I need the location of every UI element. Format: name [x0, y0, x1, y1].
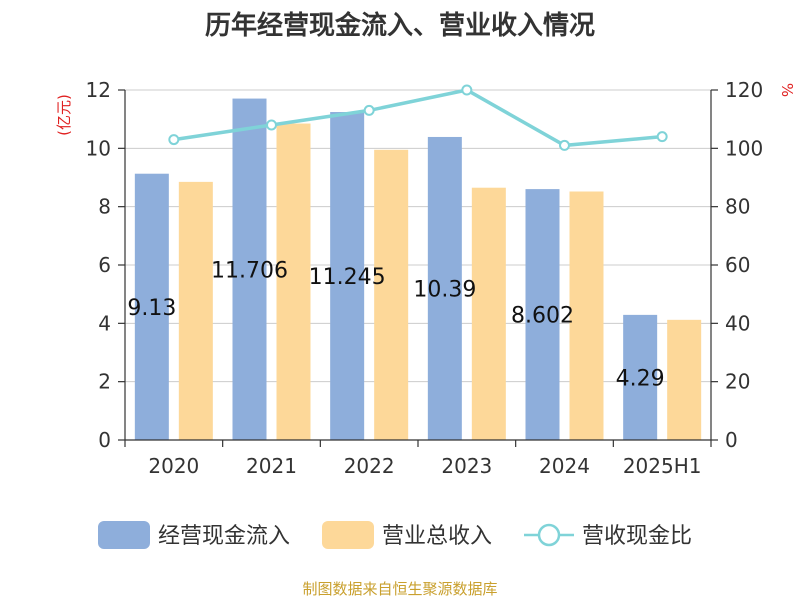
- ratio-line: [168, 84, 668, 151]
- ratio-point: [363, 104, 375, 116]
- bar-data-label: 8.602: [511, 304, 574, 329]
- y-right-tick-label: 20: [725, 370, 750, 394]
- bar-revenue: [667, 319, 702, 440]
- y-right-tick-label: 60: [725, 253, 750, 277]
- chart-title: 历年经营现金流入、营业收入情况: [205, 10, 595, 41]
- bar-cash-inflow: [330, 112, 365, 440]
- y-right-tick-label: 100: [725, 136, 763, 160]
- ratio-point: [559, 139, 570, 151]
- y-left-unit: (亿元): [55, 94, 73, 136]
- x-tick-label: 2024: [539, 454, 590, 478]
- data-labels: 9.13 11.706 11.245 10.39 8.602 4.29: [127, 258, 664, 391]
- ratio-point: [168, 134, 180, 146]
- bar-data-label: 11.245: [309, 265, 386, 290]
- ratio-point: [461, 84, 473, 96]
- legend-label: 营业总收入: [382, 524, 492, 549]
- bar-revenue: [276, 123, 311, 441]
- y-left-tick-label: 12: [86, 78, 111, 102]
- x-tick-label: 2023: [441, 454, 492, 478]
- bar-data-label: 4.29: [616, 366, 665, 391]
- ratio-point: [656, 131, 668, 143]
- legend-swatch: [322, 521, 374, 549]
- y-left-tick-label: 2: [98, 370, 111, 394]
- legend-swatch: [98, 521, 150, 549]
- gridlines: [125, 89, 711, 383]
- bar-cash-inflow: [134, 173, 169, 441]
- bar-data-label: 11.706: [211, 258, 288, 283]
- y-right-tick-label: 120: [725, 78, 763, 102]
- y-left-tick-label: 10: [86, 136, 111, 160]
- legend: 经营现金流入 营业总收入 营收现金比: [98, 521, 692, 549]
- bar-data-label: 10.39: [413, 277, 476, 302]
- ratio-point: [266, 119, 277, 131]
- bar-cash-inflow: [427, 136, 462, 441]
- bar-cash-inflow: [623, 314, 658, 440]
- y-right-tick-label: 0: [725, 428, 738, 452]
- bars: [134, 98, 702, 441]
- bar-cash-inflow: [525, 189, 560, 440]
- source-note: 制图数据来自恒生聚源数据库: [302, 580, 497, 598]
- y-right-tick-label: 40: [725, 311, 750, 335]
- y-left-tick-label: 0: [98, 428, 111, 452]
- bar-revenue: [569, 191, 604, 440]
- x-tick-label: 2025H1: [623, 454, 702, 478]
- legend-label: 经营现金流入: [158, 524, 290, 549]
- y-right-unit: %: [778, 83, 796, 97]
- bar-revenue: [471, 187, 506, 440]
- bar-cash-inflow: [232, 98, 267, 440]
- bar-data-label: 9.13: [127, 296, 176, 321]
- y-left-tick-label: 4: [98, 311, 111, 335]
- legend-marker: [537, 523, 561, 547]
- y-right-tick-label: 80: [725, 195, 750, 219]
- ratio-line-path: [173, 88, 663, 148]
- bar-revenue: [178, 181, 213, 440]
- x-tick-label: 2022: [344, 454, 395, 478]
- bar-revenue: [374, 149, 409, 440]
- x-tick-label: 2021: [246, 454, 297, 478]
- y-left-tick-label: 8: [98, 195, 111, 219]
- x-tick-label: 2020: [148, 454, 199, 478]
- legend-label: 营收现金比: [582, 524, 692, 549]
- y-left-tick-label: 6: [98, 253, 111, 277]
